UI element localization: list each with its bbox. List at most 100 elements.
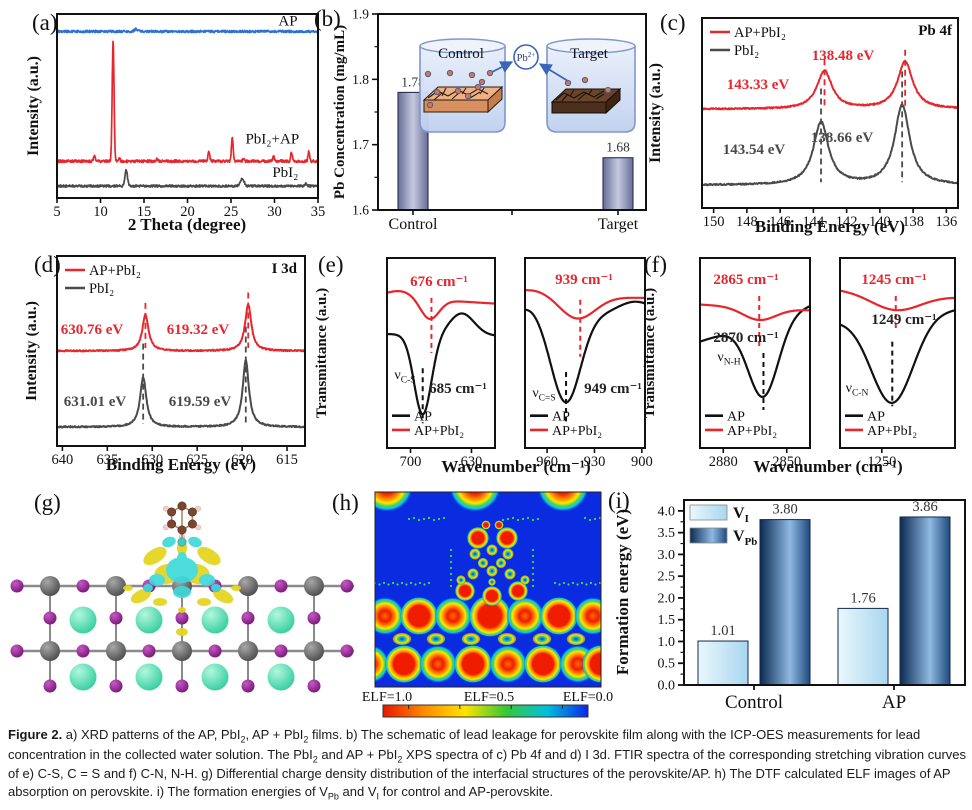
annotation-label: 1245 cm⁻¹ <box>861 272 926 288</box>
panel-e-ftir: (e) Transmittance (a.u.) Wavenumber (cm⁻¹)… <box>314 252 653 476</box>
x-tick-label: 20 <box>180 204 195 220</box>
speckle-dot <box>427 581 431 585</box>
caption-run: 2 <box>303 734 309 745</box>
annotation-label: 1249 cm⁻¹ <box>871 312 936 328</box>
legend-label: AP+PbI₂ <box>552 424 602 439</box>
yellow-isosurface <box>143 546 167 566</box>
y-axis-label: Transmittance (a.u.) <box>314 288 330 418</box>
annotation-label: νC-S <box>394 368 415 386</box>
x-axis-label: Binding Energy (eV) <box>755 217 905 236</box>
core-level-label: I 3d <box>272 261 298 277</box>
pb-ion-dot <box>433 88 441 96</box>
bar-value-label: 1.78 <box>401 74 425 89</box>
carbon-atom <box>167 519 177 529</box>
sulfur-atom <box>177 537 187 547</box>
elf-blob <box>488 578 496 586</box>
caption-run: and AP + PbI <box>317 746 398 762</box>
speckle-dot <box>449 572 453 576</box>
speckle-dot <box>437 517 441 521</box>
x-tick-label: 144 <box>803 214 826 230</box>
speckle-dot <box>585 583 588 586</box>
plot-frame <box>699 257 811 449</box>
grain-line <box>479 87 485 95</box>
panel-label-a: (a) <box>32 10 58 35</box>
y-tick-label: 1.7 <box>352 137 369 152</box>
speckle-dot <box>562 581 566 585</box>
speckle-dot <box>414 583 417 586</box>
control-film-front <box>423 99 489 113</box>
elf-blob <box>540 597 578 635</box>
peak-energy-label: 143.54 eV <box>723 142 786 158</box>
legend-label: AP+PbI₂ <box>867 424 917 439</box>
speckle-dot <box>531 548 535 552</box>
cation-atom <box>69 663 97 691</box>
speckle-dot <box>449 560 453 564</box>
y-tick-label: 1.9 <box>352 7 369 22</box>
elf-blob <box>449 492 501 512</box>
caption-run: 2 <box>240 734 246 745</box>
iodine-atom <box>142 644 156 658</box>
cyan-isosurface <box>149 574 165 586</box>
speckle-dot <box>588 518 592 522</box>
speckle-dot <box>580 581 584 585</box>
cation-atom <box>201 606 229 634</box>
x-tick-label: 146 <box>769 214 791 230</box>
legend-label: AP <box>552 410 570 425</box>
cation-atom <box>135 663 163 691</box>
legend-label: AP+PbI₂ <box>734 25 786 41</box>
grain-line <box>595 93 605 100</box>
x-tick-label: 625 <box>186 452 208 468</box>
speckle-dot <box>449 566 453 570</box>
inset-control-label: Control <box>438 46 484 62</box>
iodine-atom <box>43 611 57 625</box>
target-film-side <box>605 87 621 115</box>
elf-blob <box>481 520 491 530</box>
speckle-dot <box>593 517 597 521</box>
speckle-dot <box>536 517 540 521</box>
lead-atom <box>172 641 192 661</box>
yellow-isosurface <box>178 607 186 613</box>
annotation-label: νC-N <box>846 381 869 399</box>
elf-blob <box>469 595 511 637</box>
legend-label: VPb <box>733 528 757 548</box>
grain-line <box>569 89 575 97</box>
annotation-label: νC=S <box>532 386 555 404</box>
speckle-dot <box>594 583 597 586</box>
speckle-dot <box>506 517 510 521</box>
cyan-isosurface <box>162 536 176 548</box>
bar-category-label: Target <box>598 216 639 233</box>
caption-run: XPS spectra of c) Pb 4f and d) I 3d. FTI… <box>8 746 967 799</box>
lead-atom <box>40 576 60 596</box>
bar-ap-vi <box>837 607 889 686</box>
carbon-atom <box>187 507 197 517</box>
yellow-isosurface <box>212 588 234 604</box>
ftir-curve <box>839 289 956 312</box>
caption-run: , AP + PbI <box>245 727 304 742</box>
iodine-atom <box>340 644 354 658</box>
elf-blob <box>489 645 527 683</box>
elf-blob <box>506 597 544 635</box>
bar-control-vi <box>697 640 749 686</box>
iodine-atom <box>241 611 255 625</box>
elf-blob <box>486 565 498 577</box>
elf-blob <box>375 597 404 635</box>
annotation-label: 949 cm⁻¹ <box>584 381 642 397</box>
series-label: PbI₂+AP <box>245 132 299 148</box>
caption-run: for control and AP-perovskite. <box>379 783 554 799</box>
x-tick-label: 635 <box>96 452 118 468</box>
speckle-dot <box>423 583 426 586</box>
legend-swatch <box>689 527 728 544</box>
lead-leakage-inset: Control Target Pb2+ <box>419 38 636 133</box>
charge-density-blobs <box>123 536 241 636</box>
y-tick-label: 1.5 <box>658 613 676 628</box>
y-tick-label: 1.8 <box>352 72 369 87</box>
speckle-dot <box>449 554 453 558</box>
yellow-isosurface <box>153 598 167 606</box>
iodine-atom <box>76 644 90 658</box>
speckle-dot <box>598 516 601 520</box>
panel-f-ftir: (f) Transmittance (a.u.) Wavenumber (cm⁻¹)… <box>642 252 956 476</box>
elf-blob <box>502 548 514 560</box>
yellow-isosurface <box>231 585 241 591</box>
yellow-isosurface <box>197 598 211 606</box>
speckle-dot <box>583 516 587 520</box>
